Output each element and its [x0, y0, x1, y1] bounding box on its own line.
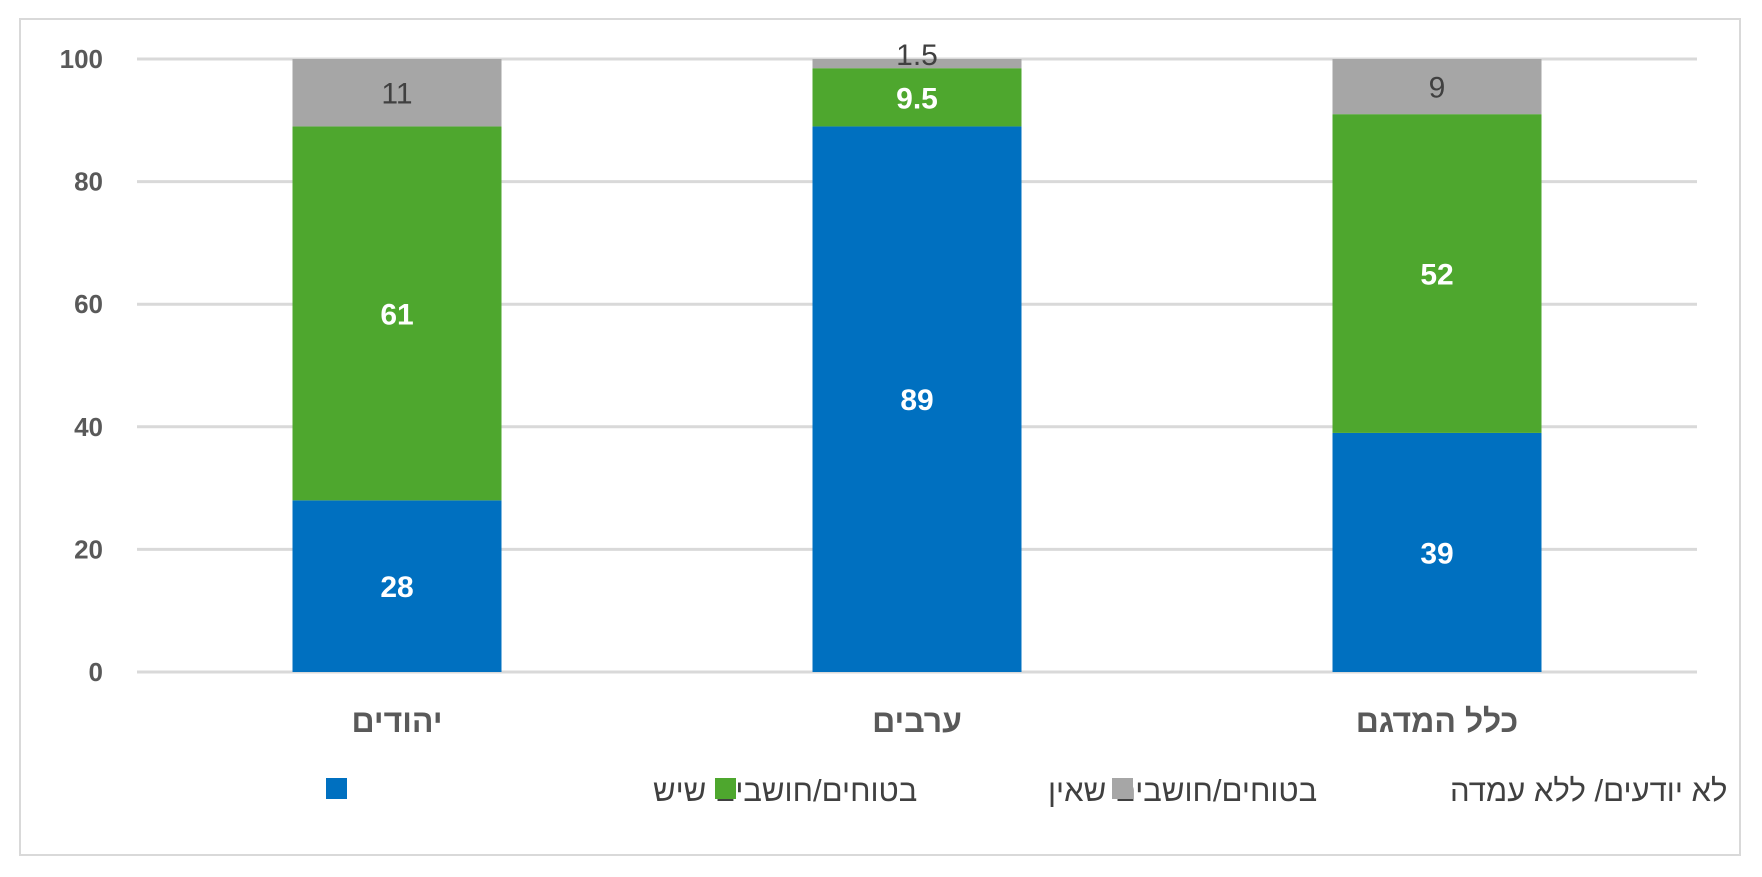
y-tick-label: 0 — [89, 657, 103, 687]
data-label: 28 — [380, 571, 413, 604]
bar-segment — [292, 500, 502, 672]
data-label: 9 — [1429, 72, 1446, 105]
data-label: 61 — [380, 298, 413, 331]
data-label: 89 — [900, 384, 933, 417]
legend-swatch — [326, 778, 347, 799]
bar-segment — [1332, 59, 1542, 115]
x-category-label: כלל המדגם — [1356, 703, 1519, 739]
y-tick-label: 80 — [74, 167, 103, 197]
y-tick-label: 40 — [74, 412, 103, 442]
bar-segment — [812, 126, 1022, 673]
data-label: 11 — [381, 78, 412, 111]
legend: בטוחים/חושבים שיש בטוחים/חושבים שאין לא יו… — [326, 773, 1727, 808]
bar-segment — [1332, 432, 1542, 672]
x-axis-category-labels: יהודים ערבים כלל המדגם — [352, 703, 1519, 739]
legend-swatch — [1112, 778, 1133, 799]
legend-label: לא יודעים/ ללא עמדה — [1450, 773, 1727, 808]
data-label: 9.5 — [896, 82, 938, 115]
data-label: 39 — [1420, 537, 1453, 570]
x-category-label: ערבים — [872, 703, 962, 739]
legend-item: בטוחים/חושבים שיש — [326, 773, 917, 808]
bar-segment — [1332, 114, 1542, 433]
legend-swatch — [715, 778, 736, 799]
data-label: 52 — [1420, 259, 1453, 292]
y-tick-label: 100 — [60, 44, 103, 74]
bar-segment — [292, 126, 502, 501]
bars — [292, 59, 1542, 673]
legend-label: בטוחים/חושבים שיש — [653, 773, 917, 808]
data-labels: 28 61 11 89 9.5 1.5 39 52 9 — [380, 39, 1453, 604]
legend-item: בטוחים/חושבים שאין — [715, 773, 1317, 808]
bar-segment — [812, 59, 1022, 69]
bar-segment — [292, 59, 502, 127]
y-tick-label: 20 — [74, 534, 103, 564]
legend-label: בטוחים/חושבים שאין — [1048, 773, 1317, 808]
y-axis-tick-labels: 0 20 40 60 80 100 — [60, 44, 103, 687]
y-tick-label: 60 — [74, 289, 103, 319]
legend-item: לא יודעים/ ללא עמדה — [1112, 773, 1727, 808]
x-category-label: יהודים — [352, 703, 443, 739]
bar-segment — [812, 68, 1022, 127]
data-label: 1.5 — [896, 39, 938, 72]
